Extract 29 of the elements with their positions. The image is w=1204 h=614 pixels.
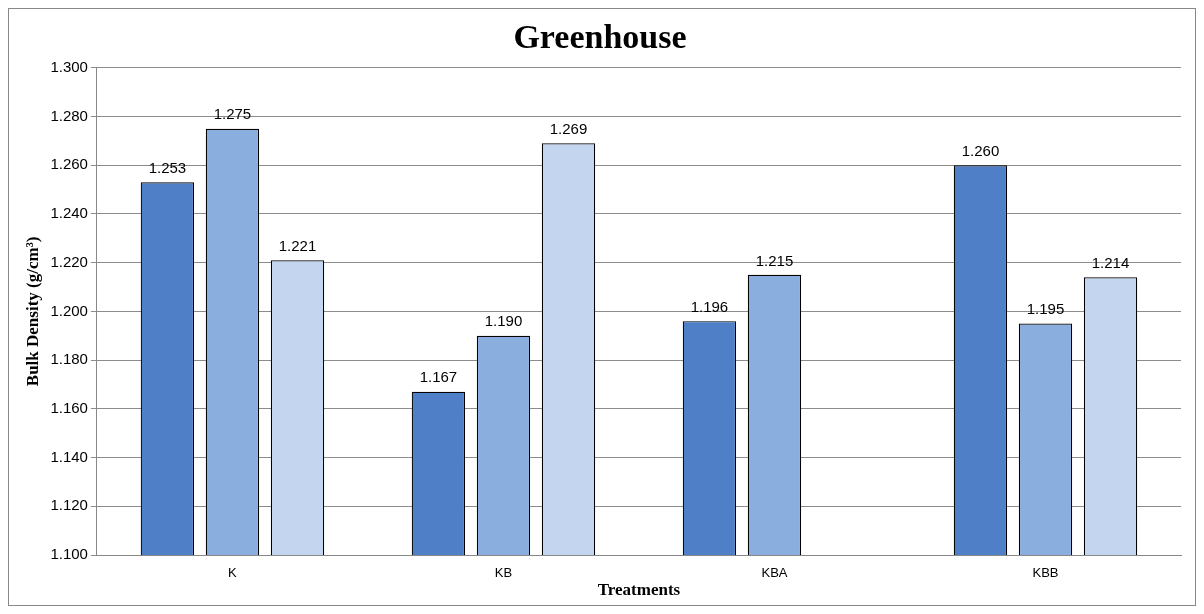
x-tick-label: KB [494, 565, 513, 581]
data-label: 1.221 [278, 236, 317, 254]
y-tick-label: 1.220 [50, 252, 88, 270]
data-label: 1.269 [549, 119, 588, 137]
x-axis-title: Treatments [597, 580, 681, 600]
y-tick-label: 1.300 [50, 57, 88, 75]
y-tick-label: 1.120 [50, 496, 88, 514]
chart-title: Greenhouse [513, 18, 687, 56]
y-tick-label: 1.240 [50, 204, 88, 222]
y-tick-label: 1.260 [50, 155, 88, 173]
x-tick-label: K [228, 565, 238, 581]
data-label: 1.260 [961, 141, 1000, 159]
x-tick-label: KBA [761, 565, 788, 581]
data-label: 1.215 [755, 251, 794, 269]
data-label: 1.167 [419, 368, 458, 386]
y-tick-label: 1.140 [50, 447, 88, 465]
x-tick-label: KBB [1032, 565, 1059, 581]
data-label: 1.275 [213, 105, 252, 123]
data-label: 1.196 [690, 297, 729, 315]
y-tick-label: 1.180 [50, 350, 88, 368]
data-label: 1.195 [1026, 300, 1065, 318]
y-axis-title: Bulk Density (g/cm³) [22, 236, 42, 387]
y-tick-label: 1.100 [50, 545, 88, 563]
y-tick-label: 1.200 [50, 301, 88, 319]
y-tick-label: 1.160 [50, 398, 88, 416]
data-label: 1.253 [148, 158, 187, 176]
data-label: 1.190 [484, 312, 523, 330]
data-label: 1.214 [1091, 253, 1130, 271]
y-tick-label: 1.280 [50, 106, 88, 124]
